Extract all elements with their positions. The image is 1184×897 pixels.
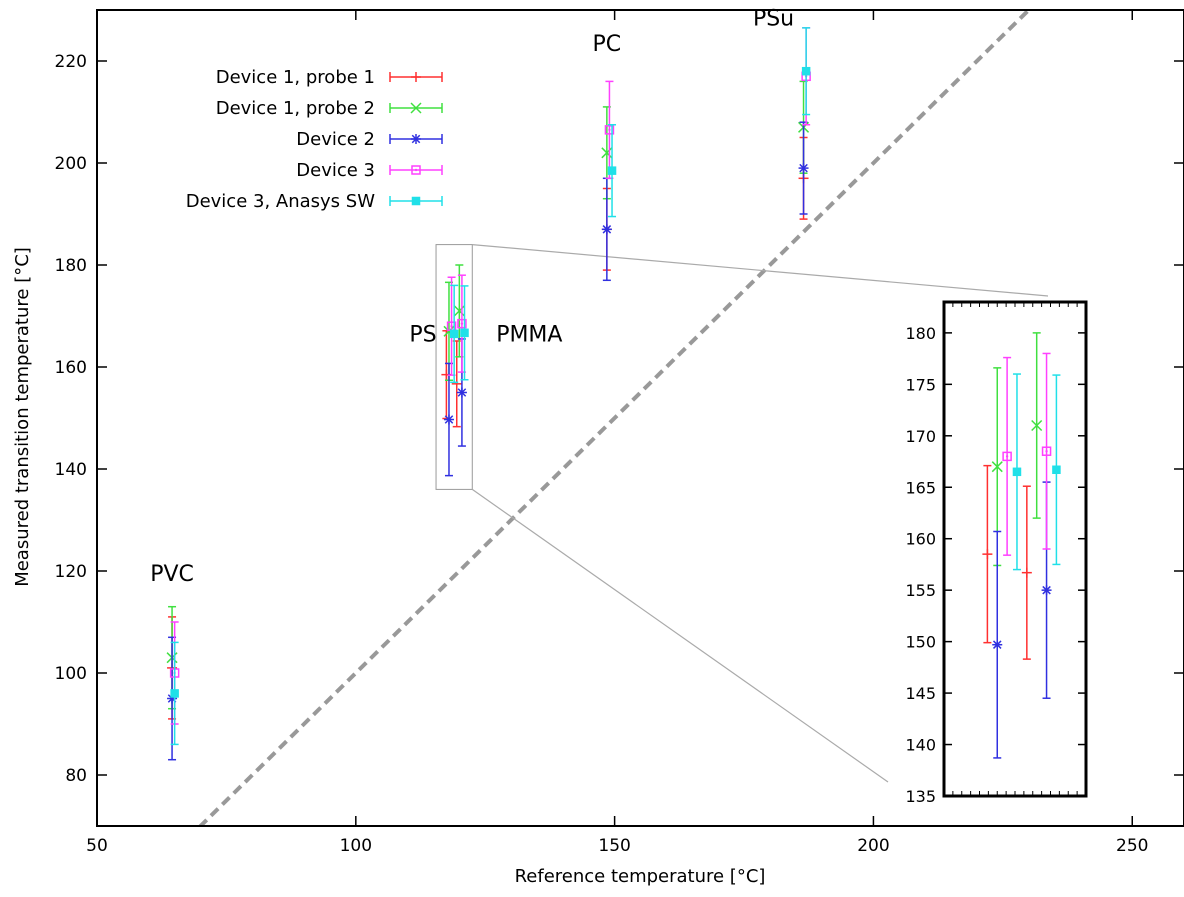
inset-point-s4-p2 <box>1002 451 1012 462</box>
legend-label-1: Device 1, probe 1 <box>216 67 375 88</box>
inset-point-s4-p2-dot <box>1005 455 1009 458</box>
inset-series-4 <box>1002 352 1052 556</box>
point-s5-p4 <box>607 166 617 175</box>
inset-y-tick-label-165: 165 <box>905 478 936 497</box>
inset-series-5 <box>1012 373 1061 571</box>
legend-swatch-4 <box>389 165 443 175</box>
zoom-source-box <box>435 244 473 490</box>
inset-y-tick-label-175: 175 <box>905 375 936 394</box>
legend: Device 1, probe 1 Device 1, probe 2 Device… <box>186 67 443 212</box>
x-tick-label-50: 50 <box>86 836 108 856</box>
inset-y-tick-label-150: 150 <box>905 633 936 652</box>
legend-label-2: Device 1, probe 2 <box>216 98 375 119</box>
legend-label-4: Device 3 <box>296 160 375 181</box>
x-tick-label-200: 200 <box>857 836 889 856</box>
point-s4-p4-dot <box>608 128 611 132</box>
x-tick-label-250: 250 <box>1116 836 1148 856</box>
inset-series-1 <box>982 464 1032 660</box>
inset-background <box>938 298 1090 800</box>
inset-point-s5-p2 <box>1012 467 1022 477</box>
legend-label-5: Device 3, Anasys SW <box>186 191 375 212</box>
y-tick-label-80: 80 <box>65 766 87 786</box>
inset-point-s3-p2-d2 <box>992 640 1002 649</box>
inset-y-tick-label-180: 180 <box>905 324 936 343</box>
inset-point-s2-p2-b <box>991 461 1003 473</box>
inset-chart: 135 140 145 150 155 160 165 170 175 180 <box>905 298 1090 806</box>
inset-y-tick-label-145: 145 <box>905 684 936 703</box>
inset-point-s3-p3-d2 <box>1042 585 1051 595</box>
inset-point-s4-p3 <box>1041 446 1052 456</box>
point-s5-p3 <box>460 328 469 338</box>
legend-marker-4 <box>411 165 421 175</box>
y-axis-title: Measured transition temperature [°C] <box>12 247 33 587</box>
material-label-pc: PC <box>593 32 622 57</box>
plot-frame <box>96 9 1184 827</box>
point-s4-p3-dot <box>460 322 464 325</box>
legend-swatch-3 <box>389 134 443 144</box>
legend-marker-5 <box>411 196 421 206</box>
inset-y-tick-label-160: 160 <box>905 530 936 549</box>
y-tick-label-200: 200 <box>55 154 87 174</box>
point-s4-p4 <box>604 125 615 135</box>
material-label-pmma: PMMA <box>496 323 562 348</box>
point-s5-p2 <box>449 329 459 339</box>
point-s3-p5-d2 <box>799 163 808 173</box>
material-label-ps: PS <box>409 323 436 348</box>
point-s5-p5 <box>801 66 811 76</box>
y-tick-label-180: 180 <box>55 256 87 276</box>
point-s4-p2-dot <box>450 325 453 328</box>
inset-y-tick-label-155: 155 <box>905 581 936 600</box>
inset-y-tick-label-140: 140 <box>905 736 936 755</box>
y-tick-label-220: 220 <box>55 52 87 72</box>
y-tick-label-100: 100 <box>55 664 87 684</box>
inset-point-s2-p3-b <box>1031 419 1043 432</box>
series-5 <box>170 27 811 746</box>
inset-point-s5-p3 <box>1052 465 1061 475</box>
legend-marker-4-dot <box>414 168 418 172</box>
point-s3-p4-d2 <box>602 225 612 234</box>
legend-swatch-2 <box>389 102 443 114</box>
material-label-psu: PSu <box>753 6 794 31</box>
legend-swatch-5 <box>389 196 443 206</box>
x-tick-label-100: 100 <box>340 836 372 856</box>
point-s3-p3-d2 <box>457 388 467 397</box>
inset-y-tick-label-170: 170 <box>905 427 936 446</box>
series-3 <box>167 121 809 761</box>
y-tick-label-140: 140 <box>55 460 87 480</box>
x-axis-title: Reference temperature [°C] <box>515 866 766 887</box>
material-label-pvc: PVC <box>150 562 194 587</box>
legend-marker-2-b <box>410 102 422 114</box>
inset-point-s4-p3-dot <box>1045 450 1048 453</box>
y-tick-label-120: 120 <box>55 562 87 582</box>
legend-label-3: Device 2 <box>296 129 375 150</box>
inset-series <box>982 332 1061 759</box>
zoom-connector-bottom <box>471 488 889 783</box>
point-s5-p1 <box>170 689 179 698</box>
point-s4-p3 <box>457 318 467 329</box>
point-s3-p2-d2 <box>444 415 454 424</box>
zoom-connector-top <box>472 244 1049 297</box>
inset-y-tick-label-135: 135 <box>905 787 936 806</box>
reference-line <box>197 10 1032 826</box>
x-tick-label-150: 150 <box>598 836 630 856</box>
legend-marker-3-d2 <box>411 134 421 144</box>
legend-swatch-1 <box>389 72 443 82</box>
y-tick-label-160: 160 <box>55 358 87 378</box>
